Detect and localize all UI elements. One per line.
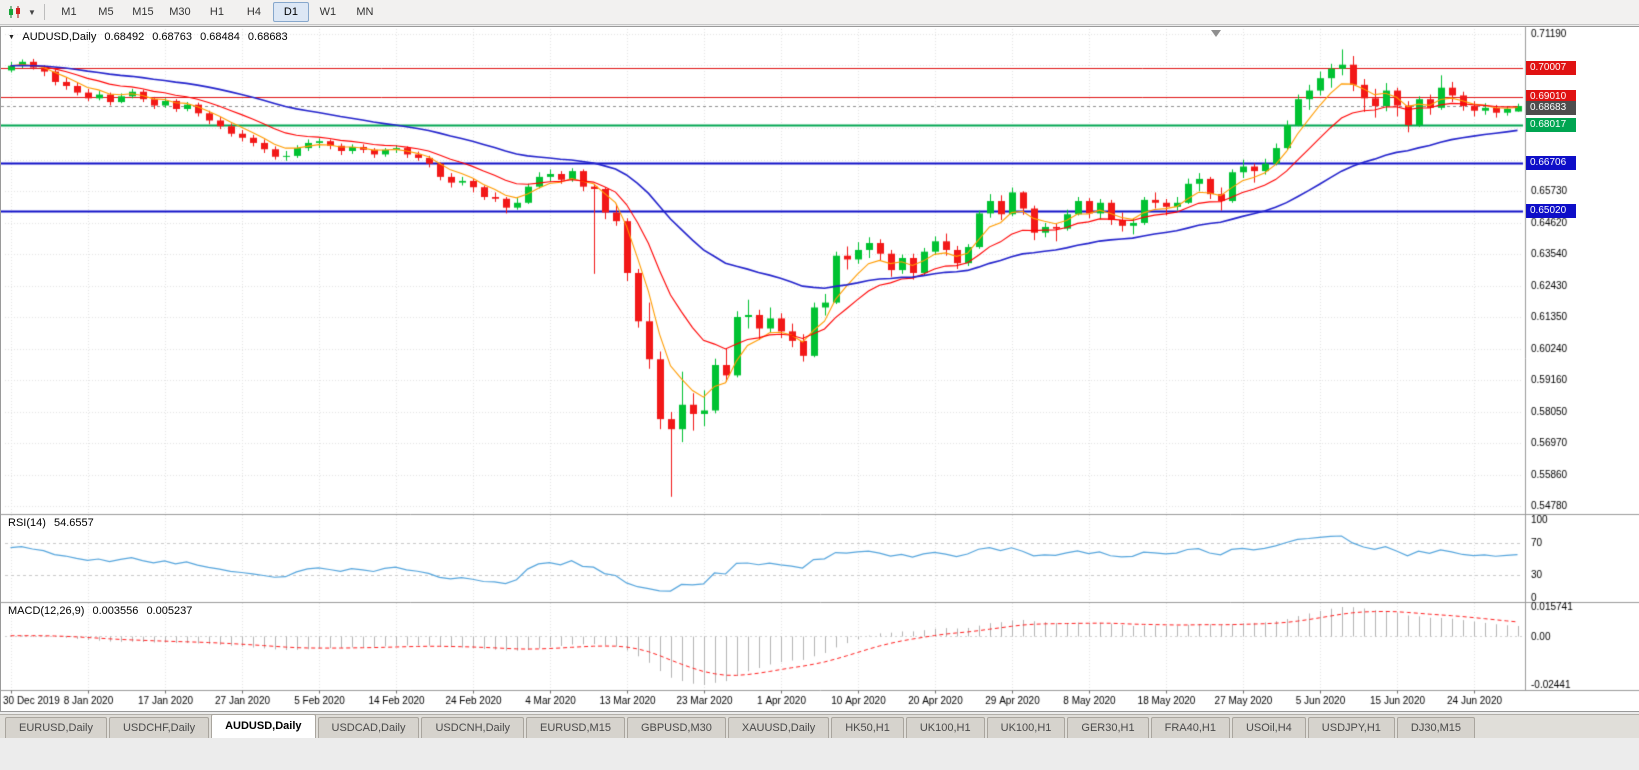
chart-tab-uk100-h1[interactable]: UK100,H1 (905, 717, 985, 738)
timeframe-button-m5[interactable]: M5 (98, 6, 114, 18)
chart-tab-usoil-h4[interactable]: USOil,H4 (1231, 717, 1306, 738)
chart-type-group: ▼ (6, 4, 38, 20)
ohlc-close: 0.68683 (247, 31, 288, 43)
macd-pane-header: MACD(12,26,9) 0.003556 0.005237 (8, 605, 197, 617)
timeframe-button-m30[interactable]: M30 (169, 6, 191, 18)
timeframe-toolbar: M1 M5 M15 M30 H1 H4 D1 W1 MN (51, 2, 383, 22)
price-chart-canvas[interactable] (1, 27, 1639, 711)
chart-tab-xauusd-daily[interactable]: XAUUSD,Daily (727, 717, 830, 738)
timeframe-button-h1[interactable]: H1 (209, 6, 224, 18)
status-strip (0, 738, 1639, 770)
chart-tab-usdcnh-daily[interactable]: USDCNH,Daily (421, 717, 525, 738)
timeframe-button-d1[interactable]: D1 (272, 2, 309, 22)
chart-tab-fra40-h1[interactable]: FRA40,H1 (1150, 717, 1230, 738)
chart-tab-bar: EURUSD,Daily USDCHF,Daily AUDUSD,Daily USDC… (0, 714, 1639, 738)
chevron-down-icon[interactable]: ▼ (28, 7, 36, 17)
chart-title: ▼ AUDUSD,Daily 0.68492 0.68763 0.68484 0… (8, 31, 293, 43)
ohlc-high: 0.68763 (152, 31, 193, 43)
chart-tab-eurusd-m15[interactable]: EURUSD,M15 (526, 717, 625, 738)
ohlc-open: 0.68492 (104, 31, 145, 43)
chart-tab-ger30-h1[interactable]: GER30,H1 (1067, 717, 1149, 738)
rsi-label: RSI(14) (8, 517, 46, 529)
macd-value: 0.003556 (92, 605, 139, 617)
chart-tab-gbpusd-m30[interactable]: GBPUSD,M30 (626, 717, 726, 738)
timeframe-button-w1[interactable]: W1 (319, 6, 337, 18)
chart-shift-marker-icon[interactable] (1211, 30, 1221, 37)
timeframe-button-h4[interactable]: H4 (246, 6, 261, 18)
symbol-label: AUDUSD,Daily (22, 31, 97, 43)
chart-tab-audusd-daily[interactable]: AUDUSD,Daily (211, 714, 316, 738)
macd-label: MACD(12,26,9) (8, 605, 85, 617)
timeframe-button-mn[interactable]: MN (356, 6, 374, 18)
chart-tab-dj30-m15[interactable]: DJ30,M15 (1396, 717, 1476, 738)
chart-tab-usdcad-daily[interactable]: USDCAD,Daily (317, 717, 420, 738)
chart-window: ▼ AUDUSD,Daily 0.68492 0.68763 0.68484 0… (0, 26, 1639, 712)
top-toolbar: ▼ M1 M5 M15 M30 H1 H4 D1 W1 MN (0, 0, 1639, 25)
rsi-value: 54.6557 (53, 517, 94, 529)
chart-tab-uk100-h1[interactable]: UK100,H1 (986, 717, 1066, 738)
timeframe-button-m15[interactable]: M15 (132, 6, 154, 18)
toolbar-separator (43, 4, 45, 20)
timeframe-button-m1[interactable]: M1 (61, 6, 77, 18)
chart-tab-usdjpy-h1[interactable]: USDJPY,H1 (1307, 717, 1395, 738)
ohlc-low: 0.68484 (200, 31, 240, 43)
chart-tab-usdchf-daily[interactable]: USDCHF,Daily (108, 717, 210, 738)
rsi-pane-header: RSI(14) 54.6557 (8, 517, 99, 529)
macd-signal-value: 0.005237 (146, 605, 193, 617)
symbol-menu-icon[interactable]: ▼ (8, 34, 15, 41)
chart-tab-eurusd-daily[interactable]: EURUSD,Daily (5, 717, 107, 738)
candlestick-chart-icon[interactable] (6, 4, 24, 20)
chart-tab-hk50-h1[interactable]: HK50,H1 (831, 717, 904, 738)
